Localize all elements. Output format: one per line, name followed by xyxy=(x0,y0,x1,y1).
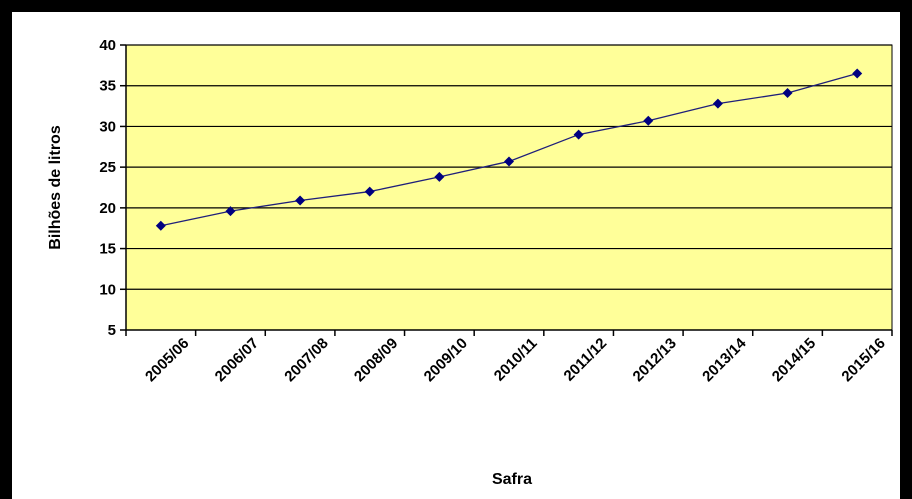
x-tick-labels: 2005/06 2006/07 2007/08 2008/09 2009/10 2010/… xyxy=(142,334,889,385)
y-tick-label: 25 xyxy=(99,159,116,176)
y-tick-label: 5 xyxy=(108,322,116,339)
data-point xyxy=(573,129,584,140)
x-tick-label: 2005/06 xyxy=(142,335,192,385)
x-tick-label: 2011/12 xyxy=(560,335,610,385)
data-point xyxy=(712,98,723,109)
x-tick-label: 2006/07 xyxy=(212,335,262,385)
x-tick-label: 2015/16 xyxy=(838,335,888,385)
data-point xyxy=(782,88,793,99)
data-point xyxy=(643,115,654,126)
data-point xyxy=(504,156,514,167)
plot-area xyxy=(125,44,893,331)
data-point xyxy=(295,195,306,206)
x-tick-label: 2014/15 xyxy=(769,335,819,385)
axes xyxy=(120,44,893,336)
y-tick-label: 30 xyxy=(99,118,116,135)
x-tick-label: 2009/10 xyxy=(421,335,471,385)
chart-frame: 5 10 15 20 25 30 35 40 2005/06 2006/07 2007/08 200… xyxy=(12,12,900,499)
y-tick-label: 40 xyxy=(99,37,116,54)
y-tick-label: 35 xyxy=(99,78,116,95)
x-tick-label: 2008/09 xyxy=(351,335,401,385)
y-axis-title: Bilhões de litros xyxy=(47,125,64,250)
data-point xyxy=(364,186,375,197)
x-tick-label: 2010/11 xyxy=(491,335,541,385)
y-tick-labels: 5 10 15 20 25 30 35 40 xyxy=(99,37,116,339)
y-tick-label: 20 xyxy=(99,200,116,217)
data-point xyxy=(852,68,863,79)
data-point xyxy=(434,171,445,182)
series xyxy=(155,68,863,231)
x-tick-label: 2013/14 xyxy=(699,334,750,385)
x-tick-label: 2007/08 xyxy=(281,335,331,385)
data-point xyxy=(225,206,236,217)
data-point xyxy=(155,220,166,231)
x-axis-title: Safra xyxy=(492,471,532,488)
y-tick-label: 15 xyxy=(99,241,116,258)
y-tick-label: 10 xyxy=(99,281,116,298)
x-tick-label: 2012/13 xyxy=(630,335,680,385)
